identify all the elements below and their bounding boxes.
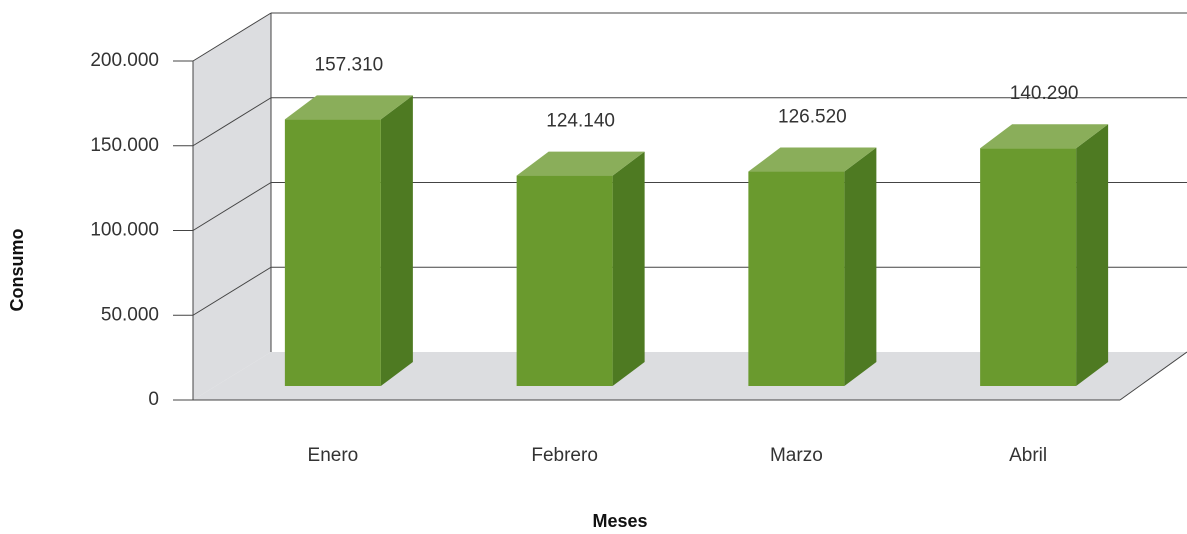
bar [284,119,381,386]
x-tick-label: Abril [1009,445,1047,466]
y-tick-label: 150.000 [90,135,159,156]
y-tick-label: 100.000 [90,220,159,241]
bar-top [748,147,877,172]
bar-top [516,151,645,176]
bar-side [844,147,877,386]
bar-side [612,151,645,386]
value-label: 124.140 [546,111,615,132]
y-axis-title: Consumo [7,229,27,312]
grid-line [192,182,272,231]
bar-side [1076,124,1109,387]
y-tick-label: 0 [148,389,159,410]
grid-line [192,266,272,316]
value-label: 157.310 [315,54,384,75]
bar-side [380,95,413,386]
bar-top [980,124,1109,149]
bar [980,148,1077,386]
bar [516,175,613,386]
y-tick-label: 50.000 [101,304,159,325]
x-tick-label: Enero [308,445,359,466]
grid-line [192,97,272,147]
value-label: 126.520 [778,107,847,128]
grid-line [192,12,272,62]
value-label: 140.290 [1010,83,1079,104]
bar [748,171,845,386]
floor [193,352,1187,400]
floor-edge [1119,351,1187,401]
x-axis-title: Meses [592,511,647,531]
bar-top [284,95,413,120]
x-tick-label: Marzo [770,445,823,466]
x-tick-label: Febrero [531,445,598,466]
y-tick-label: 200.000 [90,50,159,71]
